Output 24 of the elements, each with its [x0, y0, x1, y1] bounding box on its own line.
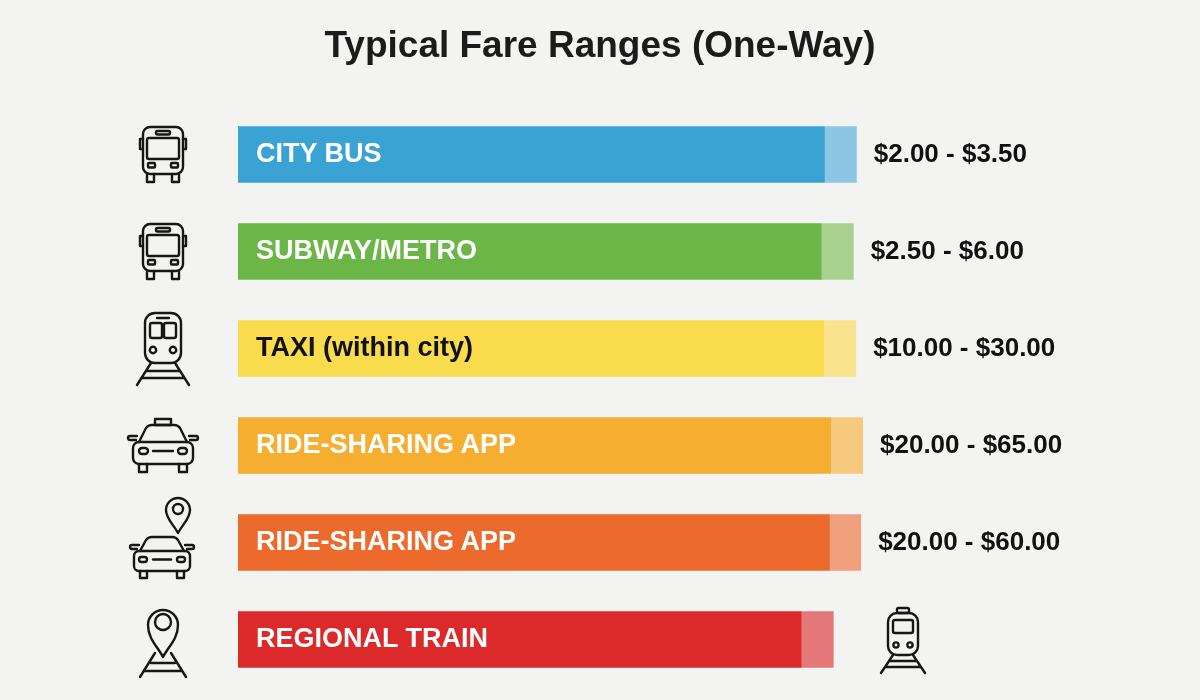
bar — [238, 126, 825, 183]
bar — [238, 223, 822, 280]
bar — [824, 320, 857, 377]
y-tick-label: TAXI (within city) — [256, 331, 473, 362]
text: $20.00 - $60.00 — [878, 525, 1061, 556]
bar — [238, 417, 832, 474]
y-tick-label: REGIONAL TRAIN — [256, 622, 489, 653]
text: $2.00 - $3.50 — [873, 137, 1027, 168]
y-tick-label: RIDE-SHARING APP — [256, 525, 517, 556]
chart-title: Typical Fare Ranges (One-Way) — [323, 23, 877, 67]
bar — [829, 514, 862, 571]
text: $10.00 - $30.00 — [873, 331, 1056, 362]
bar — [238, 514, 830, 571]
y-tick-label: CITY BUS — [256, 137, 382, 168]
text: $2.50 - $6.00 — [870, 234, 1024, 265]
bar — [824, 126, 857, 183]
bar — [831, 417, 863, 474]
bar — [801, 611, 834, 668]
bar — [238, 611, 802, 668]
bar — [821, 223, 854, 280]
y-tick-label: RIDE-SHARING APP — [256, 428, 517, 459]
text: $20.00 - $65.00 — [880, 428, 1063, 459]
y-tick-label: SUBWAY/METRO — [256, 234, 478, 265]
bar — [238, 320, 825, 377]
